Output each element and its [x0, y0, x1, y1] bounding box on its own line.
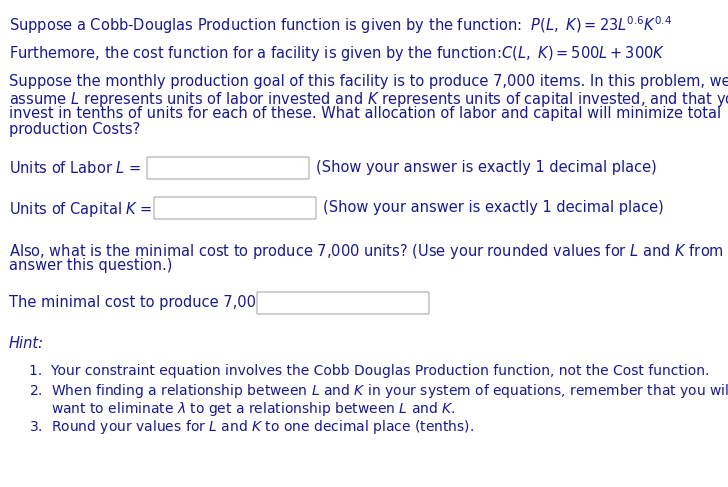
- Text: Suppose a Cobb-Douglas Production function is given by the function:  $P(L,\ K) : Suppose a Cobb-Douglas Production functi…: [9, 14, 672, 36]
- Text: production Costs?: production Costs?: [9, 122, 140, 137]
- Text: invest in tenths of units for each of these. What allocation of labor and capita: invest in tenths of units for each of th…: [9, 106, 721, 121]
- Text: answer this question.): answer this question.): [9, 258, 172, 273]
- Text: 2.  When finding a relationship between $L$ and $K$ in your system of equations,: 2. When finding a relationship between $…: [29, 382, 728, 400]
- FancyBboxPatch shape: [257, 292, 429, 314]
- Text: Units of Labor $L$ =: Units of Labor $L$ =: [9, 160, 141, 176]
- FancyBboxPatch shape: [154, 197, 316, 219]
- Text: Hint:: Hint:: [9, 336, 44, 351]
- Text: Suppose the monthly production goal of this facility is to produce 7,000 items. : Suppose the monthly production goal of t…: [9, 74, 728, 89]
- Text: assume $L$ represents units of labor invested and $K$ represents units of capita: assume $L$ represents units of labor inv…: [9, 90, 728, 109]
- Text: 1.  Your constraint equation involves the Cobb Douglas Production function, not : 1. Your constraint equation involves the…: [29, 364, 710, 378]
- FancyBboxPatch shape: [147, 157, 309, 179]
- Text: Furthemore, the cost function for a facility is given by the function:$C(L,\ K) : Furthemore, the cost function for a faci…: [9, 44, 665, 63]
- Text: Also, what is the minimal cost to produce 7,000 units? (Use your rounded values : Also, what is the minimal cost to produc…: [9, 242, 728, 261]
- Text: (Show your answer is exactly 1 decimal place): (Show your answer is exactly 1 decimal p…: [316, 160, 657, 175]
- Text: The minimal cost to produce 7,000 units is $: The minimal cost to produce 7,000 units …: [9, 295, 336, 310]
- Text: want to eliminate $\lambda$ to get a relationship between $L$ and $K$.: want to eliminate $\lambda$ to get a rel…: [29, 400, 456, 418]
- Text: (Show your answer is exactly 1 decimal place): (Show your answer is exactly 1 decimal p…: [323, 200, 664, 215]
- Text: Units of Capital $K$ =: Units of Capital $K$ =: [9, 200, 152, 219]
- Text: 3.  Round your values for $L$ and $K$ to one decimal place (tenths).: 3. Round your values for $L$ and $K$ to …: [29, 418, 474, 436]
